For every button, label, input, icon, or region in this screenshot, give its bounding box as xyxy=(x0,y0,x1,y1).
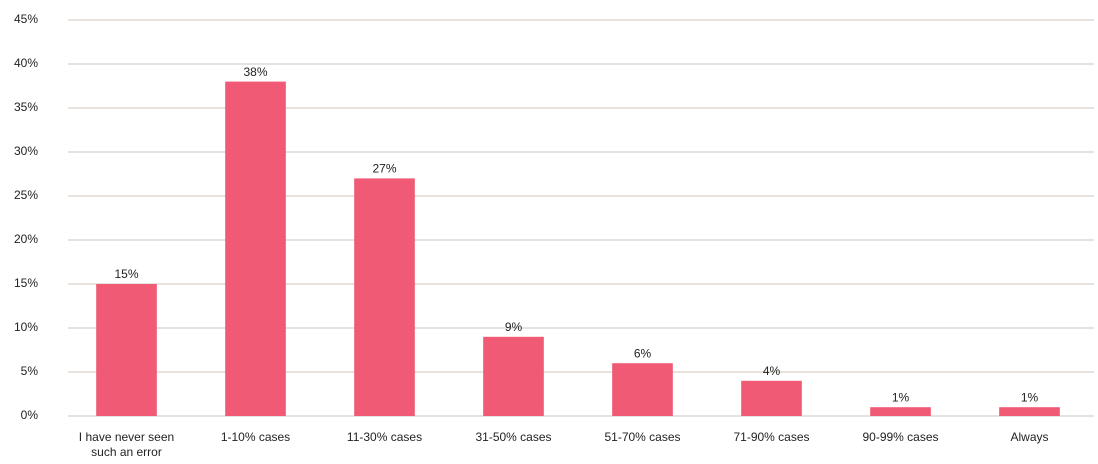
value-label: 1% xyxy=(892,390,910,404)
value-label: 9% xyxy=(505,320,523,334)
bar xyxy=(96,284,157,416)
value-label: 6% xyxy=(634,346,652,360)
x-tick-label: Always xyxy=(1010,430,1049,444)
bar xyxy=(741,380,802,416)
y-tick-label: 10% xyxy=(14,320,38,334)
y-tick-label: 0% xyxy=(21,408,39,422)
y-tick-label: 35% xyxy=(14,100,38,114)
y-tick-label: 40% xyxy=(14,56,38,70)
bar xyxy=(612,363,673,416)
x-tick-label: 71-90% cases xyxy=(733,430,810,444)
x-tick-label: I have never seen such an error xyxy=(78,430,175,459)
bar xyxy=(483,336,544,416)
value-label: 15% xyxy=(114,267,138,281)
value-label: 4% xyxy=(763,364,781,378)
bar xyxy=(999,407,1060,416)
x-tick-label: 90-99% cases xyxy=(862,430,939,444)
bar xyxy=(354,178,415,416)
x-tick-label: 51-70% cases xyxy=(604,430,681,444)
bar xyxy=(870,407,931,416)
y-tick-label: 45% xyxy=(14,12,38,26)
bar xyxy=(225,81,286,416)
y-tick-label: 30% xyxy=(14,144,38,158)
x-tick-label: 1-10% cases xyxy=(220,430,291,444)
y-tick-label: 20% xyxy=(14,232,38,246)
x-tick-label: 11-30% cases xyxy=(346,430,423,444)
value-label: 27% xyxy=(372,162,396,176)
y-tick-label: 15% xyxy=(14,276,38,290)
y-tick-label: 5% xyxy=(21,364,39,378)
y-tick-label: 25% xyxy=(14,188,38,202)
x-tick-label: 31-50% cases xyxy=(475,430,552,444)
value-label: 1% xyxy=(1021,390,1039,404)
value-label: 38% xyxy=(243,65,267,79)
